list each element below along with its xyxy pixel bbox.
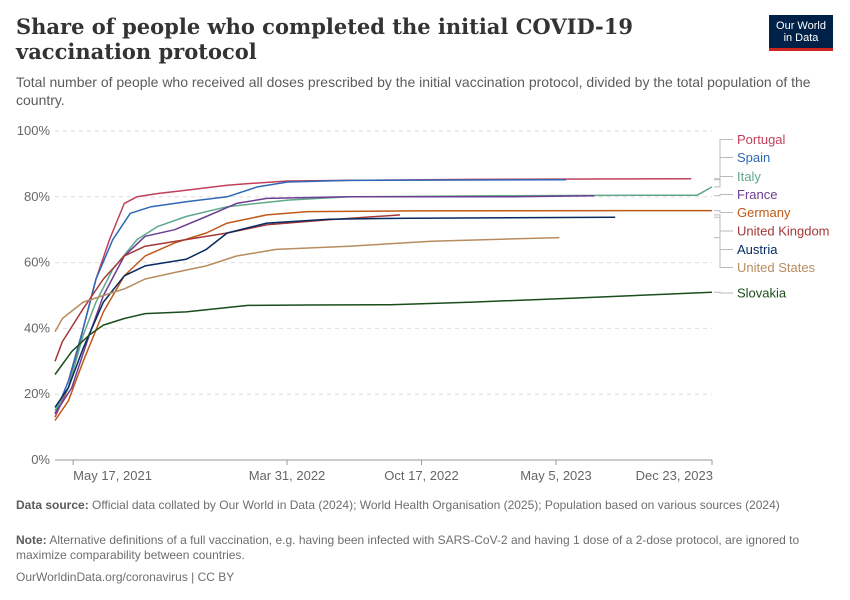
y-tick-label: 20% [24, 386, 50, 401]
legend-connector-austria [714, 216, 733, 250]
footer-note: Note: Alternative definitions of a full … [16, 533, 816, 563]
series-line-portugal[interactable] [54, 177, 692, 418]
legend-label-portugal[interactable]: Portugal [737, 132, 786, 147]
source-text: Official data collated by Our World in D… [92, 498, 780, 512]
legend-connector-united-states [714, 237, 733, 268]
legend-connector-germany [714, 210, 733, 213]
legend-connector-portugal [714, 139, 733, 180]
legend-connector-france [714, 194, 733, 197]
source-label: Data source: [16, 498, 89, 512]
legend-label-spain[interactable]: Spain [737, 150, 770, 165]
y-tick-label: 40% [24, 320, 50, 335]
y-tick-label: 80% [24, 189, 50, 204]
y-tick-label: 0% [31, 452, 50, 467]
legend-label-slovakia[interactable]: Slovakia [737, 286, 787, 301]
footer-credit[interactable]: OurWorldinData.org/coronavirus | CC BY [16, 570, 235, 584]
legend-label-united-kingdom[interactable]: United Kingdom [737, 224, 830, 239]
grid-layer: 0% 20% 40% 60% 80% 100% May 17, 2021 Mar 31, 20… [17, 123, 713, 483]
chart-subtitle: Total number of people who received all … [16, 74, 811, 108]
y-tick-label: 60% [24, 255, 50, 270]
logo-line-1: Our World [776, 20, 826, 32]
x-tick-label: Dec 23, 2023 [636, 468, 713, 483]
series-line-germany[interactable] [54, 209, 713, 421]
x-tick-label: Mar 31, 2022 [249, 468, 326, 483]
series-layer [54, 177, 713, 421]
legend-label-germany[interactable]: Germany [737, 205, 791, 220]
x-tick-label: Oct 17, 2022 [384, 468, 458, 483]
owid-logo[interactable]: Our World in Data [769, 15, 833, 51]
series-line-united-states[interactable] [54, 236, 560, 333]
series-line-italy[interactable] [54, 186, 713, 411]
chart-title: Share of people who completed the initia… [16, 14, 633, 64]
legend-connector-italy [714, 176, 733, 188]
logo-line-2: in Data [783, 32, 819, 44]
legend-label-italy[interactable]: Italy [737, 169, 761, 184]
legend-label-united-states[interactable]: United States [737, 260, 816, 275]
legend-connector-spain [714, 157, 733, 181]
series-line-united-kingdom[interactable] [54, 214, 401, 362]
y-tick-label: 100% [17, 123, 51, 138]
note-label: Note: [16, 533, 47, 547]
x-tick-label: May 17, 2021 [73, 468, 152, 483]
series-line-austria[interactable] [54, 216, 616, 408]
legend-connector-slovakia [714, 291, 733, 294]
legend-layer: Portugal Spain Italy France Germany United Ki… [714, 132, 830, 301]
series-line-spain[interactable] [54, 178, 567, 415]
legend-label-france[interactable]: France [737, 187, 777, 202]
legend-label-austria[interactable]: Austria [737, 242, 778, 257]
series-line-slovakia[interactable] [54, 291, 713, 375]
x-tick-label: May 5, 2023 [520, 468, 592, 483]
footer-data-source: Data source: Official data collated by O… [16, 498, 816, 513]
note-text: Alternative definitions of a full vaccin… [16, 533, 800, 562]
